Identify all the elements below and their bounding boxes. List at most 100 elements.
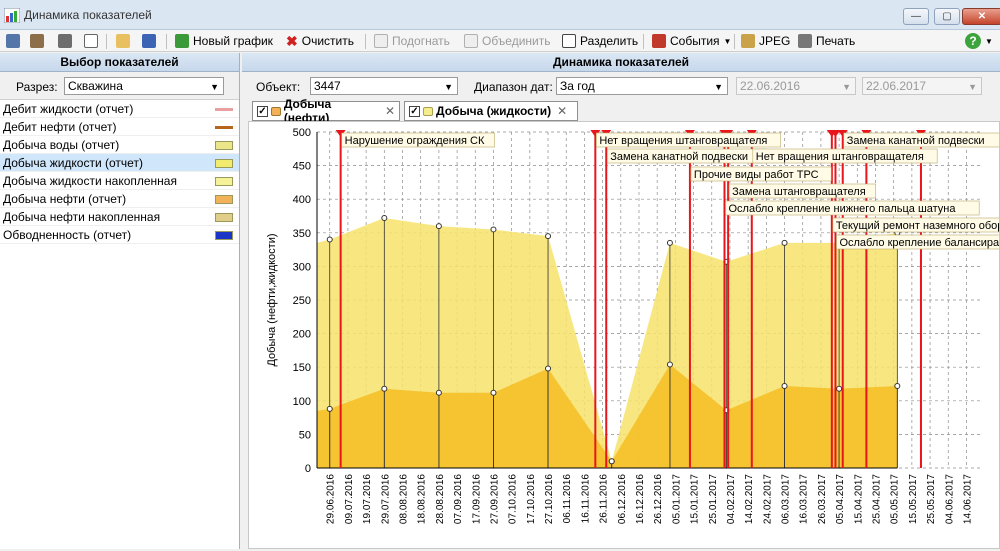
grid-view-button[interactable] — [6, 32, 20, 50]
x-tick-label: 16.11.2016 — [580, 474, 591, 524]
tab-checkbox[interactable]: ✓ — [257, 105, 268, 117]
tab-oil-production[interactable]: ✓ Добыча (нефти) ✕ — [252, 97, 400, 125]
x-tick-label: 06.12.2016 — [617, 474, 628, 524]
object-value: 3447 — [314, 79, 341, 93]
print-button[interactable]: Печать — [798, 32, 855, 50]
x-tick-label: 18.08.2016 — [417, 474, 428, 524]
x-tick-label: 25.04.2017 — [871, 474, 882, 524]
indicator-item[interactable]: Добыча жидкости (отчет) — [0, 154, 239, 172]
y-tick-label: 400 — [293, 194, 311, 206]
event-label: Замена штанговращателя — [732, 186, 866, 198]
razrez-value: Скважина — [68, 79, 123, 93]
data-point — [836, 385, 843, 392]
chevron-down-icon: ▼ — [723, 36, 732, 46]
indicator-item[interactable]: Добыча воды (отчет) — [0, 136, 239, 154]
object-label: Объект: — [256, 80, 301, 94]
close-tab-icon[interactable]: ✕ — [557, 104, 568, 118]
toolbar-separator — [643, 34, 644, 49]
save-button[interactable] — [142, 32, 156, 50]
toolbar-separator — [166, 34, 167, 49]
x-tick-label: 05.05.2017 — [890, 474, 901, 524]
object-select[interactable]: 3447 ▼ — [310, 77, 458, 95]
date-range-select[interactable]: За год ▼ — [556, 77, 728, 95]
indicator-item[interactable]: Добыча нефти (отчет) — [0, 190, 239, 208]
event-marker — [335, 130, 346, 137]
chevron-down-icon: ▼ — [842, 82, 851, 92]
oil-swatch-icon — [270, 106, 281, 116]
event-label-box — [596, 132, 782, 148]
event-marker — [830, 130, 841, 137]
building-icon — [30, 34, 44, 48]
event-label: Замена канатной подвески — [847, 135, 985, 147]
close-tab-icon[interactable]: ✕ — [384, 104, 395, 118]
red-x-icon: ✖ — [286, 32, 298, 49]
indicator-item[interactable]: Дебит нефти (отчет) — [0, 118, 239, 136]
checklist-icon — [84, 34, 98, 48]
new-chart-label: Новый график — [193, 34, 273, 48]
open-folder-button[interactable] — [116, 32, 130, 50]
data-point — [326, 405, 333, 412]
chevron-down-icon: ▼ — [985, 36, 993, 46]
events-dropdown[interactable]: События ▼ — [652, 32, 731, 50]
app-chart-icon — [4, 8, 20, 23]
date-range-value: За год — [560, 79, 595, 93]
print-label: Печать — [816, 34, 856, 48]
series-tab-strip: ✓ Добыча (нефти) ✕ ✓ Добыча (жидкости) ✕ — [248, 97, 1000, 125]
indicator-item[interactable]: Добыча жидкости накопленная — [0, 172, 239, 190]
minimize-button[interactable]: — — [903, 8, 929, 25]
indicator-item[interactable]: Дебит жидкости (отчет) — [0, 100, 239, 118]
checklist-button[interactable] — [84, 32, 98, 50]
new-chart-button[interactable]: Новый график — [175, 32, 273, 50]
maximize-button[interactable]: ▢ — [934, 8, 960, 25]
series-color-icon — [215, 126, 233, 129]
indicator-panel: Выбор показателей Разрез: Скважина ▼ Деб… — [0, 53, 240, 549]
series-color-icon — [215, 231, 233, 240]
indicator-item[interactable]: Добыча нефти накопленная — [0, 208, 239, 226]
indicator-label: Дебит жидкости (отчет) — [3, 102, 134, 116]
event-marker — [837, 130, 848, 137]
y-tick-label: 150 — [293, 362, 311, 374]
jpeg-label: JPEG — [759, 34, 791, 48]
data-point — [545, 233, 552, 240]
indicator-item[interactable]: Обводненность (отчет) — [0, 226, 239, 244]
split-button[interactable]: Разделить — [562, 32, 638, 50]
merge-label: Объединить — [482, 34, 551, 48]
chevron-down-icon: ▼ — [714, 82, 723, 92]
razrez-select[interactable]: Скважина ▼ — [64, 77, 224, 95]
split-icon — [562, 34, 576, 48]
date-from-picker[interactable]: 22.06.2016 ▼ — [736, 77, 856, 95]
indicator-label: Обводненность (отчет) — [3, 228, 132, 242]
y-tick-label: 100 — [293, 396, 311, 408]
folder-icon — [116, 34, 130, 48]
event-label: Нет вращения штанговращателя — [756, 151, 924, 163]
events-label: События — [670, 34, 720, 48]
chart-area: 0 50 100 150 200 250 300 350 400 450 500 29.06.2016… — [248, 121, 1000, 549]
clear-button[interactable]: ✖ Очистить — [286, 32, 354, 50]
date-range-label: Диапазон дат: — [474, 80, 553, 94]
indicator-label: Добыча нефти (отчет) — [3, 192, 127, 206]
help-button[interactable]: ? ▼ — [965, 32, 993, 50]
tab-liquid-production[interactable]: ✓ Добыча (жидкости) ✕ — [404, 101, 578, 121]
data-point — [781, 383, 788, 390]
x-tick-label: 06.03.2017 — [781, 474, 792, 524]
data-point — [608, 458, 615, 465]
toolbar-separator — [106, 34, 107, 49]
jpeg-button[interactable]: JPEG — [741, 32, 790, 50]
event-label: Ослабло крепление балансира к опоре — [839, 237, 999, 249]
close-button[interactable]: ✕ — [962, 8, 1000, 25]
tab-checkbox[interactable]: ✓ — [409, 105, 420, 117]
x-tick-label: 06.11.2016 — [562, 474, 573, 524]
fit-button[interactable]: Подогнать — [374, 32, 450, 50]
data-point — [545, 365, 552, 372]
toolbar-separator — [734, 34, 735, 49]
indicator-panel-header: Выбор показателей — [0, 53, 239, 72]
building-button[interactable] — [30, 32, 44, 50]
data-point — [326, 236, 333, 243]
chevron-down-icon: ▼ — [968, 82, 977, 92]
x-tick-label: 05.04.2017 — [835, 474, 846, 524]
date-to-picker[interactable]: 22.06.2017 ▼ — [862, 77, 982, 95]
event-label-box — [843, 132, 1000, 148]
camera-button[interactable] — [58, 32, 72, 50]
x-tick-label: 17.09.2016 — [471, 474, 482, 524]
merge-button[interactable]: Объединить — [464, 32, 551, 50]
